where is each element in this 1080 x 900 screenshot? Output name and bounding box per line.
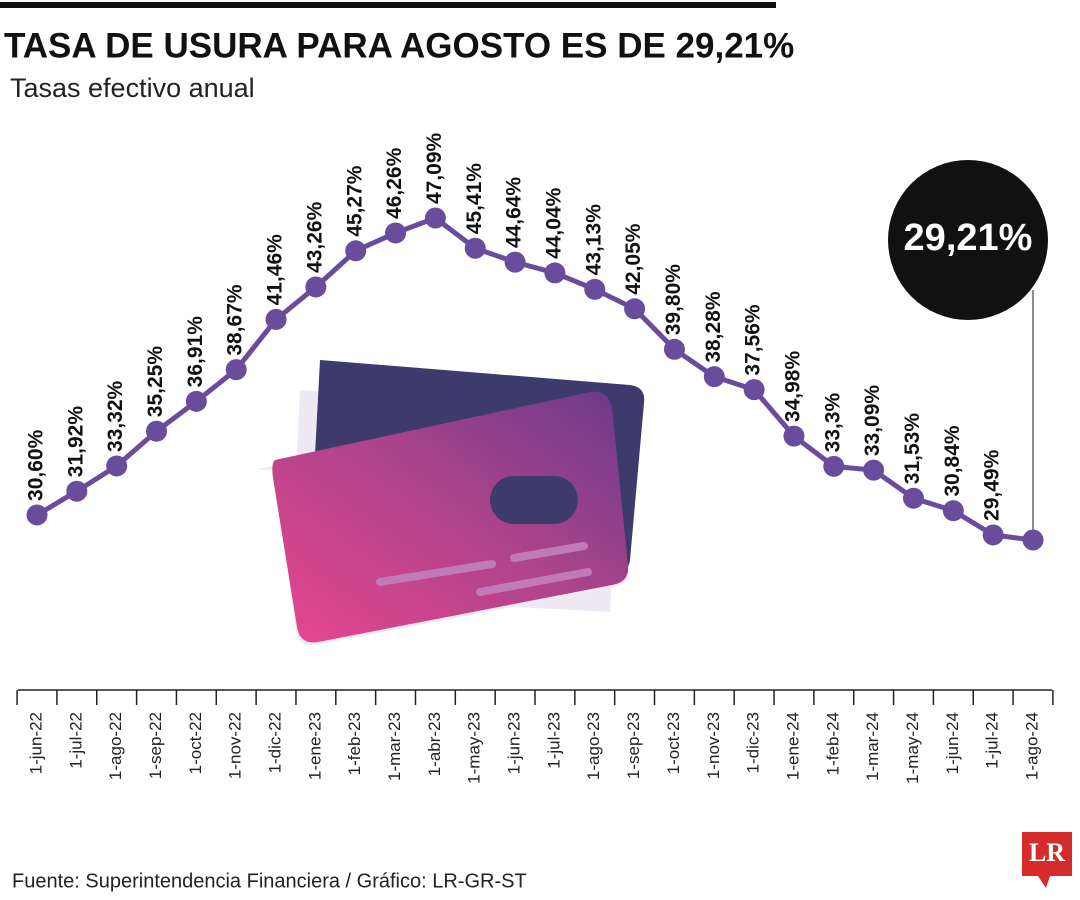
marker: [982, 524, 1004, 546]
callout-circle: [888, 160, 1048, 320]
x-tick-label: 1-feb-24: [823, 712, 842, 775]
x-tick-label: 1-feb-23: [345, 712, 364, 775]
marker: [464, 237, 486, 259]
value-label: 36,91%: [184, 316, 207, 388]
value-label: 33,09%: [861, 385, 884, 457]
value-label: 29,49%: [981, 449, 1004, 521]
x-tick-label: 1-ago-22: [106, 712, 125, 780]
x-tick-label: 1-jun-23: [505, 712, 524, 774]
x-tick-label: 1-jul-22: [66, 712, 85, 769]
x-tick-label: 1-oct-22: [186, 712, 205, 774]
x-tick-label: 1-ago-24: [1022, 712, 1041, 780]
value-label: 45,27%: [343, 165, 366, 237]
x-tick-label: 1-nov-22: [226, 712, 245, 779]
value-label: 41,46%: [264, 234, 287, 306]
x-tick-label: 1-mar-24: [863, 712, 882, 781]
x-tick-label: 1-ene-24: [783, 712, 802, 780]
marker: [863, 459, 885, 481]
card-illustration: [255, 360, 645, 646]
value-label: 38,67%: [224, 284, 247, 356]
marker: [424, 207, 446, 229]
x-tick-label: 1-may-23: [465, 712, 484, 784]
value-label: 38,28%: [702, 291, 725, 363]
value-label: 31,53%: [901, 413, 924, 485]
marker: [504, 251, 526, 273]
x-tick-label: 1-jul-24: [983, 712, 1002, 769]
x-tick-label: 1-dic-22: [266, 712, 285, 773]
value-label: 34,98%: [782, 351, 805, 423]
marker: [146, 420, 168, 442]
x-tick-label: 1-may-24: [903, 712, 922, 784]
chart-subtitle: Tasas efectivo anual: [10, 73, 255, 103]
x-tick-label: 1-ago-23: [584, 712, 603, 780]
value-label: 39,80%: [662, 264, 685, 336]
value-label: 44,04%: [542, 187, 565, 259]
value-label: 42,05%: [622, 223, 645, 295]
value-label: 30,60%: [25, 429, 48, 501]
source: Fuente: Superintendencia Financiera / Gr…: [12, 870, 527, 892]
marker: [783, 425, 805, 447]
x-tick-label: 1-mar-23: [385, 712, 404, 781]
marker: [305, 276, 327, 298]
logo: LR: [1022, 832, 1072, 888]
top-rule: [0, 2, 776, 8]
value-label: 31,92%: [64, 406, 87, 478]
x-tick-label: 1-oct-23: [664, 712, 683, 774]
value-label: 35,25%: [144, 346, 167, 418]
x-tick-label: 1-ene-23: [305, 712, 324, 780]
marker: [265, 308, 287, 330]
marker: [26, 504, 48, 526]
value-label: 43,26%: [303, 201, 326, 273]
marker: [385, 222, 407, 244]
value-label: 33,3%: [821, 392, 844, 452]
x-tick-label: 1-dic-23: [744, 712, 763, 773]
value-label: 43,13%: [582, 204, 605, 276]
x-tick-label: 1-sep-23: [624, 712, 643, 779]
x-tick-label: 1-jun-22: [26, 712, 45, 774]
marker: [185, 390, 207, 412]
marker: [703, 366, 725, 388]
value-label: 33,32%: [104, 380, 127, 452]
marker: [942, 500, 964, 522]
marker: [624, 298, 646, 320]
marker: [345, 240, 367, 262]
marker: [584, 278, 606, 300]
logo-text: LR: [1029, 838, 1065, 867]
marker: [663, 338, 685, 360]
x-tick-label: 1-abr-23: [425, 712, 444, 776]
x-tick-label: 1-jun-24: [943, 712, 962, 774]
callout-label: 29,21%: [904, 217, 1033, 259]
x-tick-label: 1-nov-23: [704, 712, 723, 779]
marker: [225, 359, 247, 381]
marker: [823, 455, 845, 477]
marker: [743, 379, 765, 401]
value-label: 46,26%: [383, 147, 406, 219]
value-label: 30,84%: [941, 425, 964, 497]
marker: [902, 487, 924, 509]
marker: [1022, 529, 1044, 551]
value-label: 44,64%: [503, 177, 526, 249]
chart-title: TASA DE USURA PARA AGOSTO ES DE 29,21%: [4, 26, 794, 65]
value-label: 47,09%: [423, 132, 446, 204]
marker: [544, 262, 566, 284]
x-tick-label: 1-jul-23: [544, 712, 563, 769]
marker: [66, 480, 88, 502]
value-label: 45,41%: [463, 163, 486, 235]
marker: [106, 455, 128, 477]
x-tick-label: 1-sep-22: [146, 712, 165, 779]
value-label: 37,56%: [742, 304, 765, 376]
